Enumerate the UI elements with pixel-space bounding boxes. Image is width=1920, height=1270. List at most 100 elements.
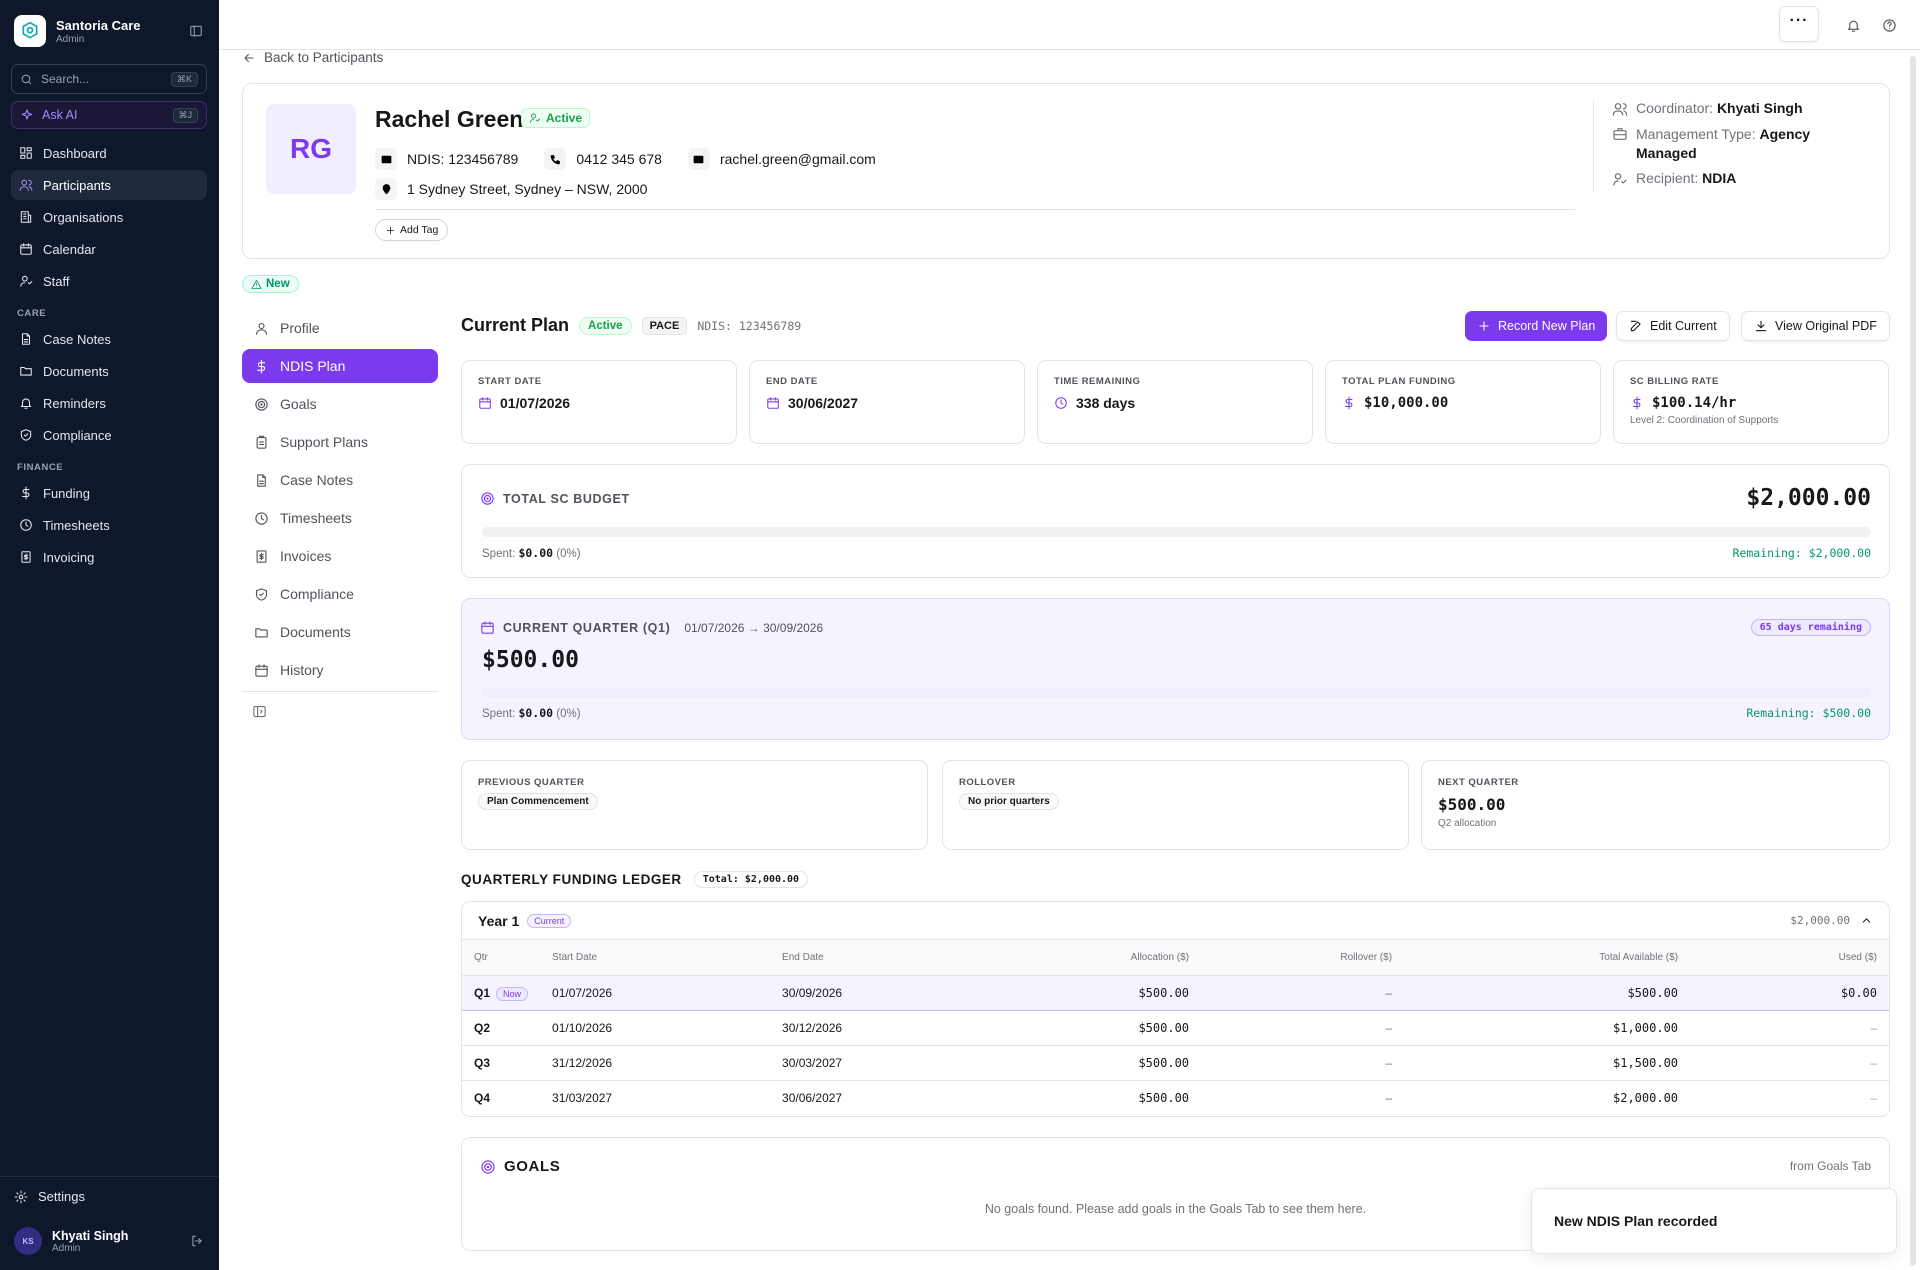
goals-empty-state: No goals found. Please add goals in the …: [984, 1202, 1367, 1216]
participant-phone[interactable]: 0412 345 678: [576, 151, 662, 167]
table-row[interactable]: Q3 31/12/2026 30/03/2027 $500.00 – $1,50…: [462, 1045, 1889, 1081]
sidebar-item-timesheets[interactable]: Timesheets: [11, 510, 207, 540]
staff-icon: [19, 274, 33, 288]
calendar-icon: [766, 396, 780, 410]
plan-header: Current Plan Active PACE NDIS: 123456789: [461, 315, 801, 336]
current-badge: Current: [527, 913, 572, 928]
stat-total-plan-funding: TOTAL PLAN FUNDING $10,000.00: [1325, 360, 1601, 444]
tab-profile[interactable]: Profile: [242, 311, 438, 345]
scrollbar[interactable]: [1910, 56, 1916, 1266]
qtr-name: Q2: [474, 1020, 491, 1035]
sidebar-item-dashboard[interactable]: Dashboard: [11, 138, 207, 168]
add-tag-label: Add Tag: [400, 224, 439, 236]
sidebar-item-calendar[interactable]: Calendar: [11, 234, 207, 264]
ask-ai-button[interactable]: Ask AI ⌘J: [11, 101, 207, 129]
current-quarter-card: CURRENT QUARTER (Q1) 01/07/2026 → 30/09/…: [461, 598, 1890, 740]
target-icon: [254, 397, 269, 412]
sidebar-item-compliance[interactable]: Compliance: [11, 420, 207, 450]
user-name: Khyati Singh: [52, 1228, 129, 1243]
avatar: KS: [14, 1227, 42, 1255]
panel-toggle-icon[interactable]: [242, 704, 267, 719]
next-quarter-value: $500.00: [1438, 795, 1506, 814]
tab-label: Goals: [280, 396, 317, 412]
user-profile[interactable]: KS Khyati Singh Admin: [14, 1227, 204, 1255]
notifications-button[interactable]: [1838, 10, 1868, 40]
tab-label: NDIS Plan: [280, 358, 346, 374]
card-label: ROLLOVER: [959, 777, 1016, 788]
sidebar-item-invoicing[interactable]: Invoicing: [11, 542, 207, 572]
sidebar-item-case-notes[interactable]: Case Notes: [11, 324, 207, 354]
back-to-participants-link[interactable]: Back to Participants: [242, 50, 383, 65]
rollover-card: ROLLOVER No prior quarters: [942, 760, 1409, 850]
dollar-icon: [254, 359, 269, 374]
year-header[interactable]: Year 1 Current $2,000.00: [462, 902, 1889, 940]
tab-support-plans[interactable]: Support Plans: [242, 425, 438, 459]
target-icon: [480, 1159, 496, 1175]
card-label: PREVIOUS QUARTER: [478, 777, 585, 788]
used-cell: –: [1870, 1090, 1877, 1105]
clock-icon: [254, 511, 269, 526]
sidebar-item-reminders[interactable]: Reminders: [11, 388, 207, 418]
sidebar-item-documents[interactable]: Documents: [11, 356, 207, 386]
logout-icon[interactable]: [190, 1234, 204, 1248]
sidebar-item-label: Organisations: [43, 209, 124, 225]
plan-ndis: NDIS: 123456789: [697, 318, 802, 333]
tab-case-notes[interactable]: Case Notes: [242, 463, 438, 497]
view-original-pdf-button[interactable]: View Original PDF: [1741, 311, 1890, 341]
tab-history[interactable]: History: [242, 653, 438, 687]
budget-remaining: Remaining: $2,000.00: [1732, 546, 1871, 560]
total-available-cell: $2,000.00: [1613, 1090, 1679, 1105]
chevron-up-icon[interactable]: [1860, 914, 1873, 927]
tab-goals[interactable]: Goals: [242, 387, 438, 421]
rollover-pill: No prior quarters: [959, 793, 1059, 810]
toast-notification[interactable]: New NDIS Plan recorded: [1531, 1188, 1897, 1254]
id-card-icon: [375, 148, 397, 170]
edit-icon: [1629, 319, 1643, 333]
table-row[interactable]: Q2 01/10/2026 30/12/2026 $500.00 – $1,00…: [462, 1010, 1889, 1046]
ledger-table: Qtr Start Date End Date Allocation ($) R…: [462, 940, 1889, 1115]
help-button[interactable]: [1874, 10, 1904, 40]
table-row[interactable]: Q1 Now 01/07/2026 30/09/2026 $500.00 – $5…: [462, 974, 1889, 1011]
quarter-range: 01/07/2026 → 30/09/2026: [684, 620, 824, 635]
stat-label: START DATE: [478, 376, 542, 387]
start-date-cell: 01/07/2026: [540, 974, 771, 1011]
more-options-button[interactable]: ···: [1779, 6, 1819, 42]
record-new-plan-button[interactable]: Record New Plan: [1465, 311, 1608, 341]
tab-timesheets[interactable]: Timesheets: [242, 501, 438, 535]
tab-invoices[interactable]: Invoices: [242, 539, 438, 573]
edit-current-button[interactable]: Edit Current: [1616, 311, 1730, 341]
sidebar-search[interactable]: Search... ⌘K: [11, 64, 207, 94]
sidebar-item-label: Dashboard: [43, 145, 107, 161]
participant-address-row: 1 Sydney Street, Sydney – NSW, 2000: [375, 178, 647, 200]
table-row[interactable]: Q4 31/03/2027 30/06/2027 $500.00 – $2,00…: [462, 1080, 1889, 1115]
sidebar-toggle-icon[interactable]: [189, 24, 203, 38]
column-header: Start Date: [540, 940, 771, 976]
tab-documents[interactable]: Documents: [242, 615, 438, 649]
qtr-cell: Q1 Now: [462, 974, 541, 1011]
brand[interactable]: Santoria Care Admin: [14, 15, 141, 47]
shield-icon: [254, 587, 269, 602]
stat-value: 338 days: [1076, 395, 1136, 411]
tab-compliance[interactable]: Compliance: [242, 577, 438, 611]
stat-time-remaining: TIME REMAINING 338 days: [1037, 360, 1313, 444]
sidebar-item-participants[interactable]: Participants: [11, 170, 207, 200]
management-type-row: Management Type: Agency Managed: [1612, 125, 1822, 163]
sparkle-icon: [20, 108, 34, 122]
user-icon: [254, 321, 269, 336]
sidebar-item-funding[interactable]: Funding: [11, 478, 207, 508]
calendar-icon: [19, 242, 33, 256]
tab-ndis-plan[interactable]: NDIS Plan: [242, 349, 438, 383]
search-icon: [20, 73, 33, 86]
sidebar-item-organisations[interactable]: Organisations: [11, 202, 207, 232]
ask-ai-label: Ask AI: [42, 108, 78, 122]
participant-email[interactable]: rachel.green@gmail.com: [719, 151, 876, 167]
clipboard-icon: [254, 435, 269, 450]
calendar-icon: [478, 396, 492, 410]
ledger-title: QUARTERLY FUNDING LEDGER: [461, 872, 682, 887]
sidebar-item-staff[interactable]: Staff: [11, 266, 207, 296]
clock-icon: [19, 518, 33, 532]
qtr-name: Q3: [474, 1055, 491, 1070]
sidebar-item-settings[interactable]: Settings: [14, 1189, 85, 1204]
brand-logo-icon: [14, 15, 46, 47]
add-tag-button[interactable]: Add Tag: [375, 219, 449, 241]
